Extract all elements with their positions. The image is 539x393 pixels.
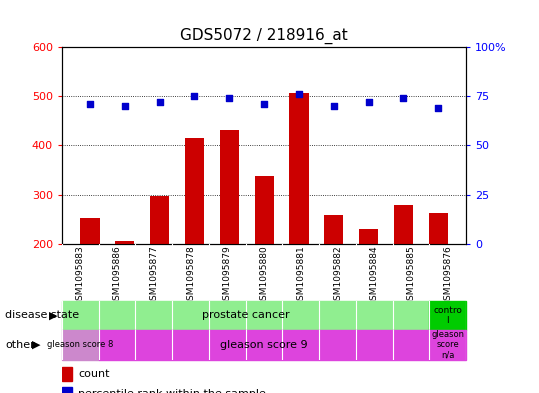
Text: ▶: ▶ [49, 310, 57, 320]
Text: GSM1095882: GSM1095882 [333, 245, 342, 306]
Point [155, 99, 164, 105]
Bar [115, 241, 134, 244]
Bar [62, 367, 72, 381]
Text: GSM1095878: GSM1095878 [186, 245, 195, 306]
Bar [429, 213, 448, 244]
Point [295, 91, 303, 97]
Bar [62, 330, 99, 360]
Text: gleason
score
n/a: gleason score n/a [431, 330, 465, 360]
Point [260, 101, 268, 107]
Point [86, 101, 94, 107]
Bar [324, 215, 343, 244]
Point [225, 95, 233, 101]
Point [120, 103, 129, 109]
Bar [220, 130, 239, 244]
Bar [99, 330, 430, 360]
Text: other: other [5, 340, 35, 350]
Text: gleason score 8: gleason score 8 [47, 340, 114, 349]
Text: GSM1095876: GSM1095876 [444, 245, 452, 306]
Point [399, 95, 408, 101]
Point [329, 103, 338, 109]
Text: percentile rank within the sample: percentile rank within the sample [78, 389, 266, 393]
Bar [430, 301, 466, 330]
Text: GSM1095883: GSM1095883 [76, 245, 85, 306]
Bar [359, 229, 378, 244]
Text: prostate cancer: prostate cancer [202, 310, 289, 320]
Point [364, 99, 373, 105]
Bar [254, 176, 274, 244]
Text: gleason score 9: gleason score 9 [220, 340, 308, 350]
Bar [150, 195, 169, 244]
Bar [394, 205, 413, 244]
Text: ▶: ▶ [32, 340, 41, 350]
Bar [430, 330, 466, 360]
Bar [62, 387, 72, 393]
Text: GSM1095877: GSM1095877 [149, 245, 158, 306]
Text: disease state: disease state [5, 310, 80, 320]
Point [434, 105, 443, 111]
Bar [185, 138, 204, 244]
Bar [80, 218, 100, 244]
Text: GSM1095886: GSM1095886 [113, 245, 122, 306]
Text: GSM1095879: GSM1095879 [223, 245, 232, 306]
Text: count: count [78, 369, 109, 379]
Text: GSM1095880: GSM1095880 [260, 245, 268, 306]
Bar [289, 93, 308, 244]
Title: GDS5072 / 218916_at: GDS5072 / 218916_at [180, 28, 348, 44]
Text: GSM1095885: GSM1095885 [406, 245, 416, 306]
Text: GSM1095881: GSM1095881 [296, 245, 306, 306]
Point [190, 93, 199, 99]
Text: GSM1095884: GSM1095884 [370, 245, 379, 306]
Text: contro
l: contro l [433, 306, 462, 325]
